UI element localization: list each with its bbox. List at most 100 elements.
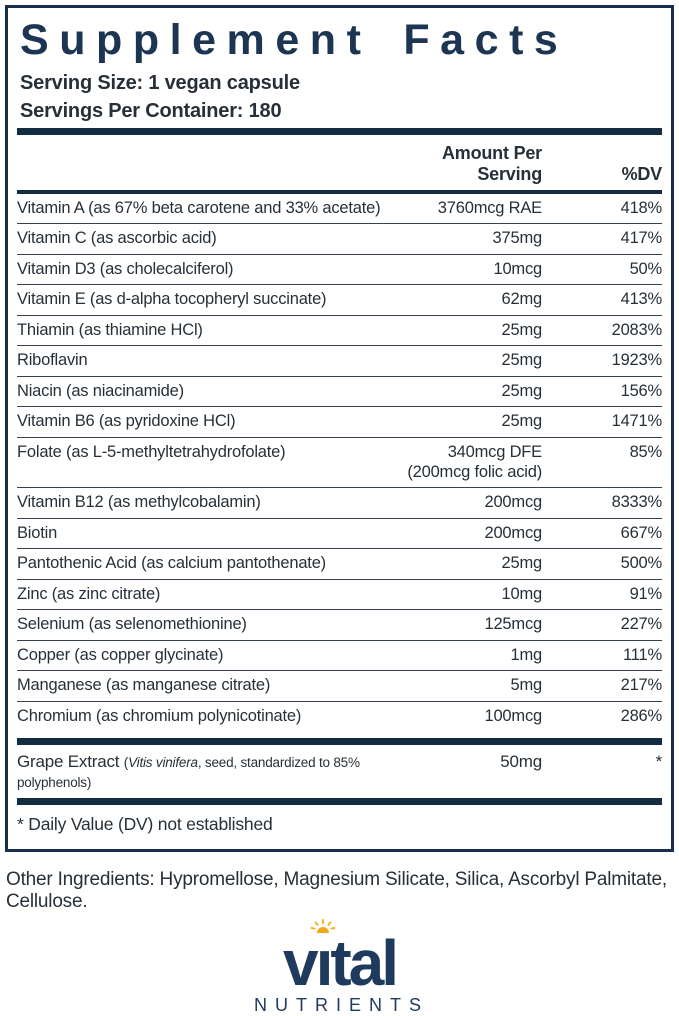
- row-amount: 340mcg DFE (200mcg folic acid): [392, 443, 542, 483]
- table-row: Chromium (as chromium polynicotinate) 10…: [17, 700, 663, 731]
- table-row: Zinc (as zinc citrate) 10mg 91%: [17, 578, 663, 609]
- divider-medium-header: [17, 189, 662, 194]
- row-amount-line2: (200mcg folic acid): [407, 463, 542, 481]
- table-row: Vitamin A (as 67% beta carotene and 33% …: [17, 194, 662, 223]
- row-dv: 8333%: [611, 493, 663, 512]
- table-row: Vitamin D3 (as cholecalciferol) 10mcg 50…: [17, 253, 663, 284]
- row-name: Vitamin A (as 67% beta carotene and 33% …: [17, 198, 381, 217]
- row-amount-line1: 340mcg DFE: [447, 442, 542, 461]
- row-dv: 1471%: [611, 412, 663, 431]
- row-name: Vitamin B12 (as methylcobalamin): [17, 493, 261, 512]
- logo-letter-i: ı: [310, 919, 336, 995]
- row-name: Folate (as L-5-methyltetrahydrofolate): [17, 442, 286, 461]
- grape-latin-name: Vitis vinifera: [128, 755, 198, 771]
- row-amount: 1mg: [510, 645, 543, 664]
- grape-name-main: Grape Extract: [17, 752, 124, 772]
- table-row: Vitamin C (as ascorbic acid) 375mg 417%: [17, 223, 662, 253]
- header-amount-per-serving: Amount Per Serving: [441, 142, 542, 184]
- divider-thick-top: [17, 127, 662, 135]
- panel-title: Supplement Facts: [20, 16, 569, 64]
- row-dv: 227%: [620, 615, 663, 634]
- sun-icon: [310, 919, 336, 934]
- row-name: Chromium (as chromium polynicotinate): [17, 706, 302, 725]
- row-name: Riboflavin: [17, 351, 88, 370]
- servings-per-container: Servings Per Container: 180: [20, 100, 282, 123]
- row-dv: 2083%: [611, 320, 663, 339]
- row-amount: 10mcg: [493, 259, 542, 278]
- row-dv: 111%: [623, 645, 662, 664]
- divider-thick-grape-bottom: [17, 798, 662, 806]
- row-amount: 25mg: [501, 351, 543, 370]
- row-amount: 25mg: [501, 320, 543, 339]
- row-dv: *: [655, 752, 663, 772]
- table-row: Biotin 200mcg 667%: [17, 517, 663, 548]
- row-name: Grape Extract (Vitis vinifera, seed, sta…: [17, 752, 392, 792]
- row-name: Vitamin C (as ascorbic acid): [17, 229, 217, 248]
- row-amount: 125mcg: [484, 615, 542, 634]
- logo-wordmark: vı tal: [283, 919, 399, 995]
- row-name: Vitamin B6 (as pyridoxine HCl): [17, 412, 236, 431]
- row-amount: 200mcg: [484, 493, 542, 512]
- nutrient-table: Vitamin A (as 67% beta carotene and 33% …: [17, 194, 662, 731]
- row-name: Manganese (as manganese citrate): [17, 676, 271, 695]
- logo-letter-v: v: [282, 927, 319, 1000]
- row-name: Selenium (as selenomethionine): [17, 615, 247, 634]
- row-amount: 3760mcg RAE: [437, 198, 542, 217]
- row-name: Pantothenic Acid (as calcium pantothenat…: [17, 554, 326, 573]
- table-row: Vitamin B6 (as pyridoxine HCl) 25mg 1471…: [17, 406, 662, 436]
- row-name: Vitamin D3 (as cholecalciferol): [17, 259, 234, 278]
- row-amount: 25mg: [501, 412, 543, 431]
- table-row: Niacin (as niacinamide) 25mg 156%: [17, 375, 663, 406]
- row-amount: 100mcg: [484, 706, 542, 725]
- row-dv: 667%: [620, 523, 663, 542]
- row-amount: 375mg: [492, 229, 543, 248]
- vital-nutrients-logo: vı tal NUTRIENTS: [5, 919, 674, 1016]
- table-row-grape-extract: Grape Extract (Vitis vinifera, seed, sta…: [17, 745, 662, 798]
- header-percent-dv: %DV: [621, 163, 663, 184]
- table-row: Thiamin (as thiamine HCl) 25mg 2083%: [17, 314, 663, 345]
- table-row: Pantothenic Acid (as calcium pantothenat…: [17, 548, 662, 578]
- row-name: Copper (as copper glycinate): [17, 645, 224, 664]
- table-row: Vitamin B12 (as methylcobalamin) 200mcg …: [17, 487, 662, 517]
- row-dv: 50%: [629, 259, 663, 278]
- table-row-folate: Folate (as L-5-methyltetrahydrofolate) 3…: [17, 436, 663, 488]
- table-header-row: Amount Per Serving %DV: [17, 135, 662, 190]
- row-amount: 200mcg: [484, 523, 542, 542]
- logo-tagline: NUTRIENTS: [254, 995, 429, 1016]
- table-row: Manganese (as manganese citrate) 5mg 217…: [17, 670, 662, 700]
- grape-name-rest: , seed, standardized to 85% polyphenols): [17, 755, 360, 791]
- row-dv: 156%: [620, 381, 663, 400]
- row-name: Niacin (as niacinamide): [17, 381, 184, 400]
- row-amount: 50mg: [500, 752, 542, 772]
- row-amount: 5mg: [510, 676, 543, 695]
- row-dv: 418%: [620, 198, 663, 217]
- row-dv: 413%: [620, 290, 663, 309]
- row-name: Biotin: [17, 523, 58, 542]
- grape-paren-open: (: [123, 755, 129, 771]
- row-dv: 500%: [620, 554, 663, 573]
- supplement-facts-panel: Supplement Facts Serving Size: 1 vegan c…: [5, 5, 674, 853]
- supplement-label-page: Supplement Facts Serving Size: 1 vegan c…: [5, 5, 674, 1015]
- row-amount: 62mg: [501, 290, 543, 309]
- row-name: Thiamin (as thiamine HCl): [17, 320, 203, 339]
- row-dv: 217%: [620, 676, 663, 695]
- other-ingredients-text: Other Ingredients: Hypromellose, Magnesi…: [6, 869, 667, 913]
- table-row: Selenium (as selenomethionine) 125mcg 22…: [17, 609, 662, 639]
- row-dv: 1923%: [611, 351, 663, 370]
- row-dv: 91%: [629, 584, 663, 603]
- divider-thick-grape-top: [17, 738, 662, 746]
- table-row: Vitamin E (as d-alpha tocopheryl succina…: [17, 284, 662, 314]
- logo-dotless-i: ı: [315, 927, 334, 1000]
- table-row: Riboflavin 25mg 1923%: [17, 345, 662, 375]
- row-name: Vitamin E (as d-alpha tocopheryl succina…: [17, 290, 327, 309]
- row-dv: 85%: [629, 442, 663, 461]
- logo-letters-tal: tal: [330, 927, 399, 1000]
- row-amount: 10mg: [501, 584, 543, 603]
- table-row: Copper (as copper glycinate) 1mg 111%: [17, 639, 662, 670]
- row-dv: 417%: [620, 229, 663, 248]
- serving-size: Serving Size: 1 vegan capsule: [20, 72, 300, 94]
- row-name: Zinc (as zinc citrate): [17, 584, 161, 603]
- row-dv: 286%: [620, 706, 663, 725]
- row-amount: 25mg: [501, 381, 543, 400]
- dv-footnote: * Daily Value (DV) not established: [17, 814, 273, 835]
